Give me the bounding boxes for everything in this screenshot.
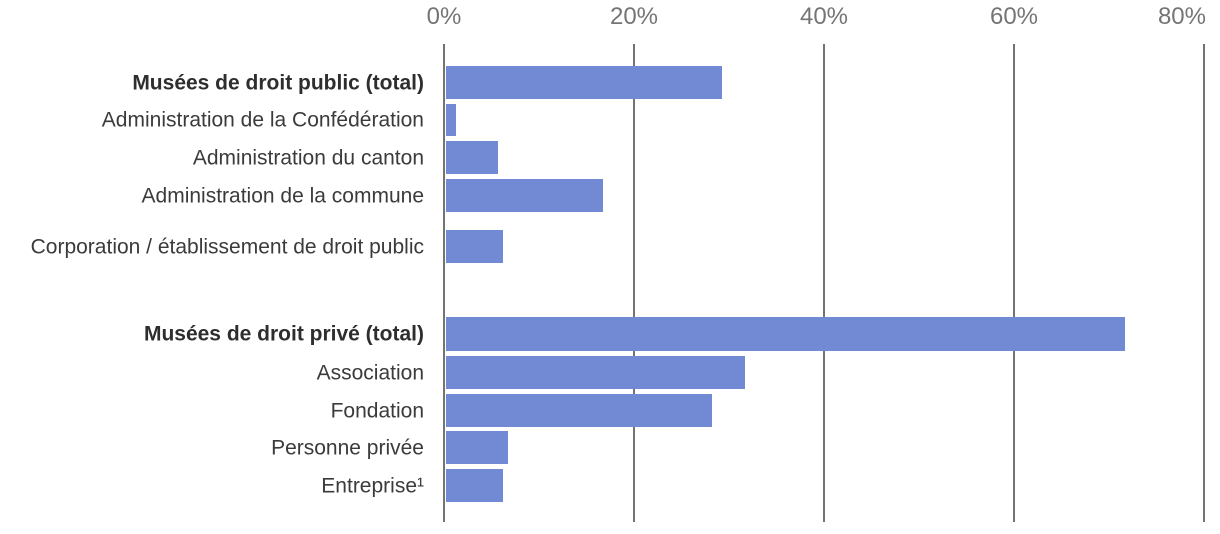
category-label: Musées de droit privé (total) — [143, 322, 424, 346]
bar — [446, 104, 456, 136]
x-axis-tick-label: 40% — [799, 3, 849, 30]
category-label: Entreprise¹ — [321, 474, 424, 497]
category-label: Administration de la Confédération — [101, 108, 424, 132]
gridline — [1013, 44, 1015, 522]
y-axis-line — [443, 44, 445, 522]
bar — [446, 66, 722, 99]
bar — [446, 356, 746, 389]
x-axis-tick-label: 20% — [609, 3, 659, 30]
bar — [446, 179, 603, 212]
bar — [446, 431, 508, 464]
category-label: Corporation / établissement de droit pub… — [30, 235, 424, 258]
category-label: Administration de la commune — [141, 184, 424, 207]
bar — [446, 469, 503, 502]
category-label: Musées de droit public (total) — [132, 71, 424, 94]
category-label: Administration du canton — [192, 146, 424, 169]
gridline — [1203, 44, 1205, 522]
category-label: Association — [316, 361, 424, 384]
x-axis-tick-label: 0% — [426, 3, 462, 30]
x-axis-tick-label: 80% — [1157, 3, 1206, 30]
gridline — [633, 44, 635, 522]
bar — [446, 317, 1126, 351]
bar — [446, 394, 712, 427]
x-axis-tick-label: 60% — [989, 3, 1039, 30]
bar — [446, 230, 503, 263]
gridline — [823, 44, 825, 522]
category-label: Fondation — [330, 399, 424, 422]
bar — [446, 141, 499, 174]
category-label: Personne privée — [271, 436, 424, 459]
